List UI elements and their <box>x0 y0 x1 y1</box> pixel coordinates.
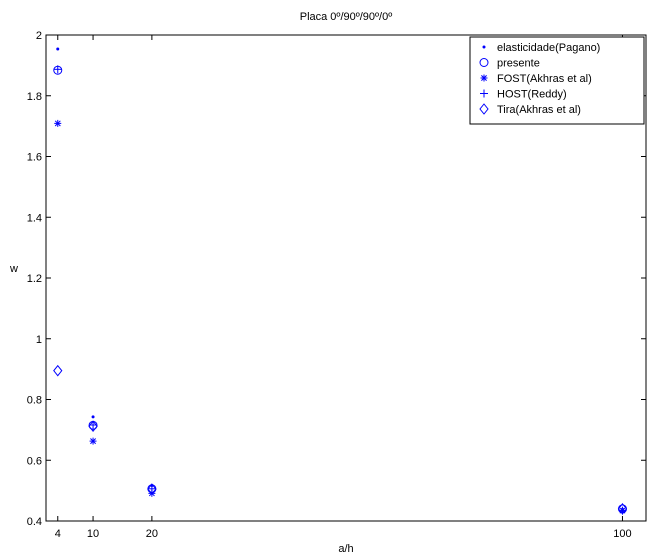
y-tick-label: 0.8 <box>27 395 42 407</box>
y-tick-label: 1.6 <box>27 152 42 164</box>
data-point-diamond <box>88 420 98 433</box>
axis-ticks: 0.4 0.6 0.8 1 1.2 1.4 1.6 1.8 2 4 10 20 100 <box>27 30 646 540</box>
legend-label: FOST(Akhras et al) <box>497 73 592 85</box>
y-tick-label: 1.8 <box>27 91 42 103</box>
legend-label: Tira(Akhras et al) <box>497 104 581 116</box>
x-tick-label: 20 <box>146 528 158 540</box>
data-point-asterisk <box>54 119 62 127</box>
y-tick-label: 1.2 <box>27 273 42 285</box>
legend-marker-diamond <box>479 103 489 115</box>
legend-label: HOST(Reddy) <box>497 89 567 101</box>
chart-title: Placa 0º/90º/90º/0º <box>300 11 393 23</box>
x-tick-label: 100 <box>613 528 631 540</box>
x-axis-label: a/h <box>338 543 353 553</box>
legend-marker-asterisk <box>480 74 488 82</box>
data-point-diamond <box>147 483 157 495</box>
x-tick-label: 4 <box>55 528 61 540</box>
data-point-diamond <box>617 503 628 515</box>
legend-label: elasticidade(Pagano) <box>497 42 600 54</box>
y-tick-label: 0.6 <box>27 455 42 467</box>
x-tick-label: 10 <box>87 528 99 540</box>
y-tick-label: 1 <box>36 334 42 346</box>
y-tick-label: 2 <box>36 30 42 42</box>
data-point-dot <box>56 47 60 51</box>
y-tick-label: 1.4 <box>27 212 42 224</box>
legend-marker-plus <box>480 89 488 98</box>
data-point-plus <box>147 484 156 493</box>
legend-marker-circle <box>479 58 489 67</box>
legend: elasticidade(Pagano) presente FOST(Akhras … <box>469 36 645 125</box>
legend-label: presente <box>497 58 540 70</box>
data-point-asterisk <box>89 437 97 445</box>
legend-marker-dot <box>482 45 486 49</box>
data-markers <box>53 47 628 515</box>
data-point-diamond <box>53 364 63 377</box>
legend-box <box>469 36 645 125</box>
data-point-plus <box>53 65 62 74</box>
data-point-dot <box>91 415 95 419</box>
y-tick-label: 0.4 <box>27 516 42 528</box>
y-axis-label: w <box>9 263 18 275</box>
